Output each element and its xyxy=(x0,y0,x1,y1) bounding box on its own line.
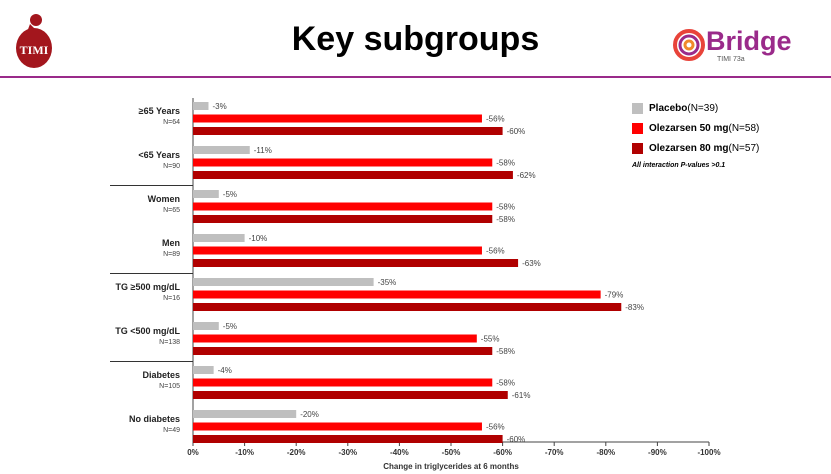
legend-label: Olezarsen 50 mg xyxy=(649,122,729,134)
category-label: TG ≥500 mg/dL xyxy=(116,282,181,292)
bar xyxy=(193,146,250,154)
x-tick-label: -60% xyxy=(493,448,512,457)
category-label: Women xyxy=(148,194,180,204)
x-tick-label: 0% xyxy=(187,448,199,457)
data-label: -56% xyxy=(486,423,505,432)
bar xyxy=(193,246,482,255)
bar xyxy=(193,422,482,431)
category-label: ≥65 Years xyxy=(139,106,180,116)
x-tick-label: -100% xyxy=(697,448,720,457)
data-label: -5% xyxy=(223,322,237,331)
category-n-label: N=90 xyxy=(163,163,180,170)
bar xyxy=(193,278,374,286)
category-n-label: N=65 xyxy=(163,207,180,214)
legend-label: Olezarsen 80 mg xyxy=(649,142,729,154)
legend-item-olezarsen-80: Olezarsen 80 mg (N=57) xyxy=(632,138,759,158)
header-rule xyxy=(0,76,831,78)
data-label: -63% xyxy=(522,259,541,268)
data-label: -56% xyxy=(486,247,505,256)
x-tick-label: -40% xyxy=(390,448,409,457)
category-label: Diabetes xyxy=(142,370,180,380)
bar xyxy=(193,303,622,311)
category-n-label: N=64 xyxy=(163,119,180,126)
data-label: -35% xyxy=(378,278,397,287)
data-label: -58% xyxy=(496,215,515,224)
bar xyxy=(193,114,482,123)
x-axis-label: Change in triglycerides at 6 months xyxy=(383,462,519,471)
bar xyxy=(193,391,508,399)
legend: Placebo (N=39) Olezarsen 50 mg (N=58) Ol… xyxy=(632,98,759,169)
data-label: -10% xyxy=(249,234,268,243)
bridge-logo-subtext: TIMI 73a xyxy=(717,56,745,63)
data-label: -62% xyxy=(517,171,536,180)
data-label: -56% xyxy=(486,115,505,124)
legend-count: (N=57) xyxy=(728,142,760,154)
data-label: -5% xyxy=(223,190,237,199)
bar xyxy=(193,435,503,443)
x-tick-label: -30% xyxy=(338,448,357,457)
data-label: -58% xyxy=(496,203,515,212)
legend-count: (N=39) xyxy=(687,102,719,114)
category-n-label: N=89 xyxy=(163,251,180,258)
data-label: -60% xyxy=(507,127,526,136)
bar xyxy=(193,171,513,179)
bar xyxy=(193,290,601,299)
bridge-logo xyxy=(672,28,812,68)
legend-item-placebo: Placebo (N=39) xyxy=(632,98,759,118)
x-tick-label: -90% xyxy=(648,448,667,457)
bar xyxy=(193,234,245,242)
category-n-label: N=49 xyxy=(163,427,180,434)
data-label: -79% xyxy=(605,291,624,300)
category-label: TG <500 mg/dL xyxy=(115,326,180,336)
data-label: -61% xyxy=(512,391,531,400)
bar xyxy=(193,366,214,374)
legend-swatch xyxy=(632,142,643,154)
legend-count: (N=58) xyxy=(728,122,760,134)
bridge-logo-text: Bridge xyxy=(706,26,792,56)
category-label: Men xyxy=(162,238,180,248)
legend-swatch xyxy=(632,102,643,114)
timi-logo-text: TIMI xyxy=(20,43,49,57)
data-label: -60% xyxy=(507,435,526,444)
bar xyxy=(193,347,493,355)
data-label: -83% xyxy=(625,303,644,312)
x-tick-label: -20% xyxy=(287,448,306,457)
legend-swatch xyxy=(632,122,643,134)
bar xyxy=(193,322,219,330)
category-label: No diabetes xyxy=(129,414,180,424)
bar xyxy=(193,202,493,211)
data-label: -20% xyxy=(300,410,319,419)
legend-item-olezarsen-50: Olezarsen 50 mg (N=58) xyxy=(632,118,759,138)
data-label: -58% xyxy=(496,347,515,356)
bar xyxy=(193,410,297,418)
x-tick-label: -80% xyxy=(596,448,615,457)
bar xyxy=(193,259,519,267)
x-tick-label: -50% xyxy=(442,448,461,457)
x-tick-label: -10% xyxy=(235,448,254,457)
data-label: -4% xyxy=(218,366,232,375)
data-label: -58% xyxy=(496,379,515,388)
data-label: -11% xyxy=(254,146,272,155)
bar xyxy=(193,158,493,167)
category-label: <65 Years xyxy=(138,150,180,160)
x-tick-label: -70% xyxy=(545,448,564,457)
legend-label: Placebo xyxy=(649,102,688,114)
category-n-label: N=16 xyxy=(163,295,180,302)
bar xyxy=(193,127,503,135)
category-n-label: N=138 xyxy=(159,339,180,346)
bar xyxy=(193,102,209,110)
timi-logo: TIMI xyxy=(14,10,54,72)
category-n-label: N=105 xyxy=(159,383,180,390)
data-label: -55% xyxy=(481,335,500,344)
legend-note: All interaction P-values >0.1 xyxy=(632,162,726,169)
bar xyxy=(193,378,493,387)
data-label: -58% xyxy=(496,159,515,168)
bar xyxy=(193,215,493,223)
bar xyxy=(193,334,477,343)
data-label: -3% xyxy=(212,102,226,111)
page-title: Key subgroups xyxy=(291,20,540,58)
bar xyxy=(193,190,219,198)
